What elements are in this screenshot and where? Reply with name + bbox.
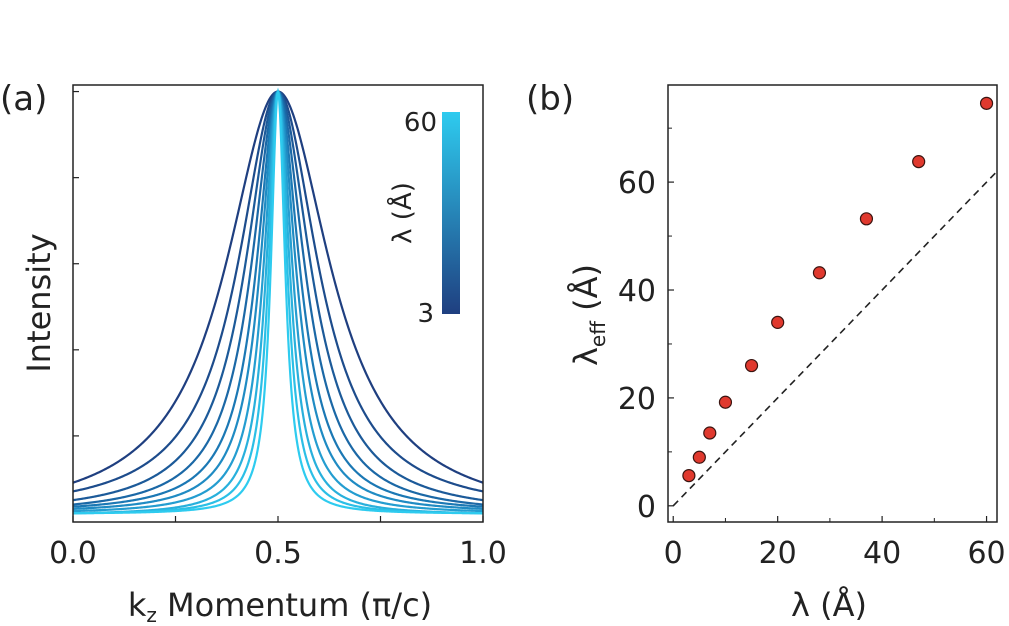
panel-b-ylabel: λeff (Å) bbox=[567, 264, 610, 366]
panel-b-ytick-label: 40 bbox=[618, 274, 656, 309]
data-point bbox=[812, 266, 827, 280]
panel-a-ylabel: Intensity bbox=[20, 233, 58, 372]
curve-lambda-5 bbox=[72, 90, 484, 493]
panel-b-xtick-label: 60 bbox=[967, 536, 1005, 571]
panel-a-xtick-label: 0.0 bbox=[49, 536, 97, 571]
panel-b-ylabel-lambda: λ bbox=[567, 347, 605, 366]
reference-line bbox=[672, 170, 998, 507]
panel-b-ylabel-sub: eff bbox=[586, 320, 610, 347]
panel-a-label: (a) bbox=[0, 79, 47, 119]
panel-a-curves bbox=[72, 87, 484, 515]
panel-b-ylabel-rest: (Å) bbox=[567, 264, 605, 321]
data-point bbox=[703, 426, 717, 440]
colorbar-max-label: 60 bbox=[404, 108, 437, 138]
panel-a-xtick-label: 1.0 bbox=[459, 536, 507, 571]
panel-b-ytick-label: 0 bbox=[637, 490, 656, 525]
panel-a-xtick-label: 0.5 bbox=[254, 536, 302, 571]
panel-b-xtick-label: 0 bbox=[664, 536, 683, 571]
panel-b-ytick-label: 20 bbox=[618, 382, 656, 417]
panel-a-ticks: 0.0 0.5 1.0 bbox=[49, 90, 507, 571]
data-point bbox=[718, 395, 733, 409]
data-point bbox=[771, 315, 785, 329]
panel-a-xlabel-rest: Momentum (π/c) bbox=[157, 586, 432, 624]
panel-a: (a) 0.0 0.5 1.0 60 3 λ (Å) Intensity kz Mo… bbox=[0, 79, 507, 626]
curve-lambda-7 bbox=[72, 90, 484, 502]
data-point bbox=[744, 358, 759, 373]
curve-lambda-60 bbox=[72, 91, 484, 515]
colorbar bbox=[442, 112, 460, 314]
data-point bbox=[859, 212, 874, 226]
panel-b: (b) 0 20 40 60 0 20 40 60 λeff (Å) λ (Å) bbox=[526, 79, 1006, 624]
panel-b-ytick-label: 60 bbox=[618, 166, 656, 201]
panel-b-xtick-label: 40 bbox=[863, 536, 901, 571]
data-point bbox=[692, 450, 706, 464]
panel-a-xlabel: kz Momentum (π/c) bbox=[128, 586, 432, 626]
panel-a-xlabel-k: k bbox=[128, 586, 147, 624]
data-point bbox=[979, 96, 994, 110]
data-point bbox=[682, 469, 696, 483]
colorbar-min-label: 3 bbox=[417, 299, 434, 329]
data-point bbox=[912, 155, 926, 169]
panel-b-frame bbox=[667, 84, 998, 523]
panel-b-xtick-label: 20 bbox=[759, 536, 797, 571]
colorbar-label: λ (Å) bbox=[386, 182, 418, 244]
panel-a-xlabel-sub: z bbox=[146, 603, 157, 626]
panel-b-xlabel: λ (Å) bbox=[791, 586, 867, 624]
panel-b-label: (b) bbox=[526, 79, 574, 119]
panel-b-reference-line-group bbox=[672, 170, 998, 507]
panel-b-points bbox=[682, 96, 994, 483]
curve-lambda-3 bbox=[72, 90, 484, 484]
panel-b-ticks: 0 20 40 60 0 20 40 60 bbox=[618, 127, 1006, 571]
